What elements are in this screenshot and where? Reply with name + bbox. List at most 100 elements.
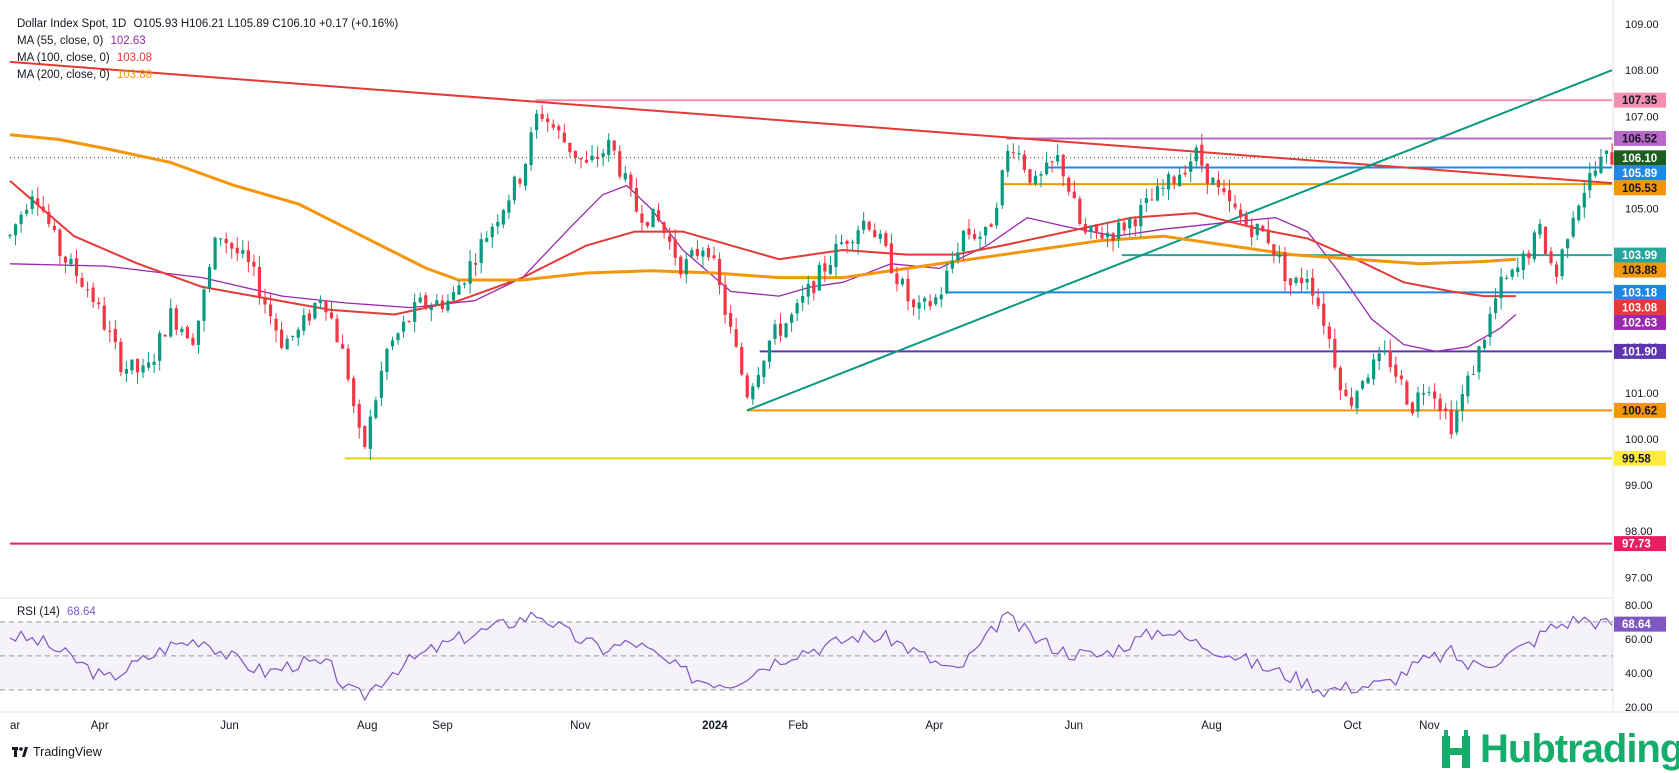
price-tag-6 [1614, 262, 1666, 278]
rsi-value: 68.64 [67, 606, 96, 618]
price-tag-0 [1614, 92, 1666, 108]
ma55-legend: MA (55, close, 0) 102.63 [17, 35, 146, 47]
candle-body [1466, 375, 1470, 397]
candle-body [972, 233, 977, 239]
price-tag-1 [1614, 130, 1666, 146]
candle-body [196, 320, 201, 346]
candle-body [1089, 225, 1093, 232]
candle-body [679, 256, 683, 275]
candle-body [645, 221, 650, 227]
candle-body [302, 315, 306, 331]
candle-body [878, 233, 882, 239]
candle-body [690, 249, 694, 257]
candle-body [401, 321, 406, 332]
candle-body [1588, 173, 1592, 191]
candle-body [1294, 277, 1298, 284]
candle-body [1216, 179, 1221, 188]
candle-body [1000, 170, 1004, 206]
candle-body [1189, 161, 1193, 172]
candle-body [474, 263, 478, 265]
candle-body [1244, 215, 1248, 225]
candle-body [462, 283, 467, 285]
candle-body [1006, 150, 1010, 172]
candle-body [163, 334, 167, 337]
candle-body [1349, 397, 1354, 406]
candle-body [856, 230, 860, 245]
candle-body [607, 139, 611, 155]
candle-body [712, 255, 716, 259]
candle-body [789, 314, 794, 323]
time-tick-label-3: Aug [357, 720, 377, 732]
candle-body [1471, 373, 1476, 375]
candle-body [950, 260, 954, 269]
price-tag-label-10: 101.90 [1622, 346, 1657, 358]
candle-body [1405, 381, 1409, 405]
candle-body [889, 243, 893, 274]
candle-body [352, 378, 356, 407]
price-tick-label-8: 101.00 [1625, 388, 1659, 400]
candle-body [784, 323, 788, 338]
candle-body [1311, 277, 1315, 296]
candle-body [1499, 276, 1503, 299]
candle-body [1166, 174, 1171, 190]
candle-body [917, 302, 921, 309]
candle-body [795, 303, 799, 314]
candle-body [152, 361, 156, 365]
candle-body [357, 403, 361, 428]
candle-body [623, 173, 627, 180]
candle-body [1139, 205, 1143, 227]
candle-body [967, 228, 971, 235]
candle-body [1083, 224, 1087, 233]
candle-body [1128, 218, 1132, 229]
candle-body [440, 300, 444, 309]
candle-body [263, 297, 267, 305]
candle-body [906, 279, 910, 302]
time-tick-label-8: Apr [925, 720, 943, 732]
candle-body [862, 220, 866, 230]
candle-body [1150, 199, 1154, 201]
candle-body [8, 234, 12, 237]
candle-body [313, 303, 317, 319]
price-tag-label-6: 103.88 [1622, 265, 1658, 277]
price-tick-label-0: 109.00 [1625, 19, 1659, 31]
candle-body [1433, 391, 1437, 399]
candle-body [740, 346, 744, 375]
price-tag-label-1: 106.52 [1622, 133, 1657, 145]
candle-body [324, 300, 328, 313]
candle-body [1033, 175, 1038, 184]
candle-body [468, 261, 472, 284]
tradingview-logo-icon [12, 747, 28, 757]
candle-body [501, 210, 505, 225]
candle-body [385, 348, 389, 373]
candle-body [1011, 152, 1015, 154]
candle-body [268, 304, 273, 317]
candle-body [573, 150, 578, 158]
ma200-value: 103.88 [116, 69, 153, 81]
candle-body [318, 300, 323, 304]
candle-body [1200, 144, 1204, 166]
candle-body [1233, 203, 1237, 208]
candle-body [1100, 234, 1104, 239]
price-tag-5 [1614, 247, 1666, 263]
candle-body [213, 237, 217, 270]
ma55-label: MA (55, close, 0) [17, 35, 104, 47]
candle-body [1377, 353, 1381, 362]
candle-body [1105, 232, 1110, 238]
candle-body [1577, 205, 1581, 221]
ma200-legend: MA (200, close, 0) 103.88 [17, 69, 152, 81]
candle-body [224, 238, 228, 244]
candle-body [457, 285, 461, 295]
candle-body [374, 400, 378, 418]
candle-body [523, 164, 528, 186]
candle-body [1493, 298, 1498, 313]
price-tag-label-4: 105.53 [1622, 183, 1657, 195]
rsi-legend: RSI (14) 68.64 [17, 606, 96, 618]
candle-body [235, 247, 239, 254]
candle-body [723, 284, 727, 315]
rsi-value-tag-label: 68.64 [1622, 619, 1651, 631]
candle-body [1460, 393, 1464, 412]
candle-body [812, 281, 816, 294]
candle-body [1444, 408, 1448, 412]
